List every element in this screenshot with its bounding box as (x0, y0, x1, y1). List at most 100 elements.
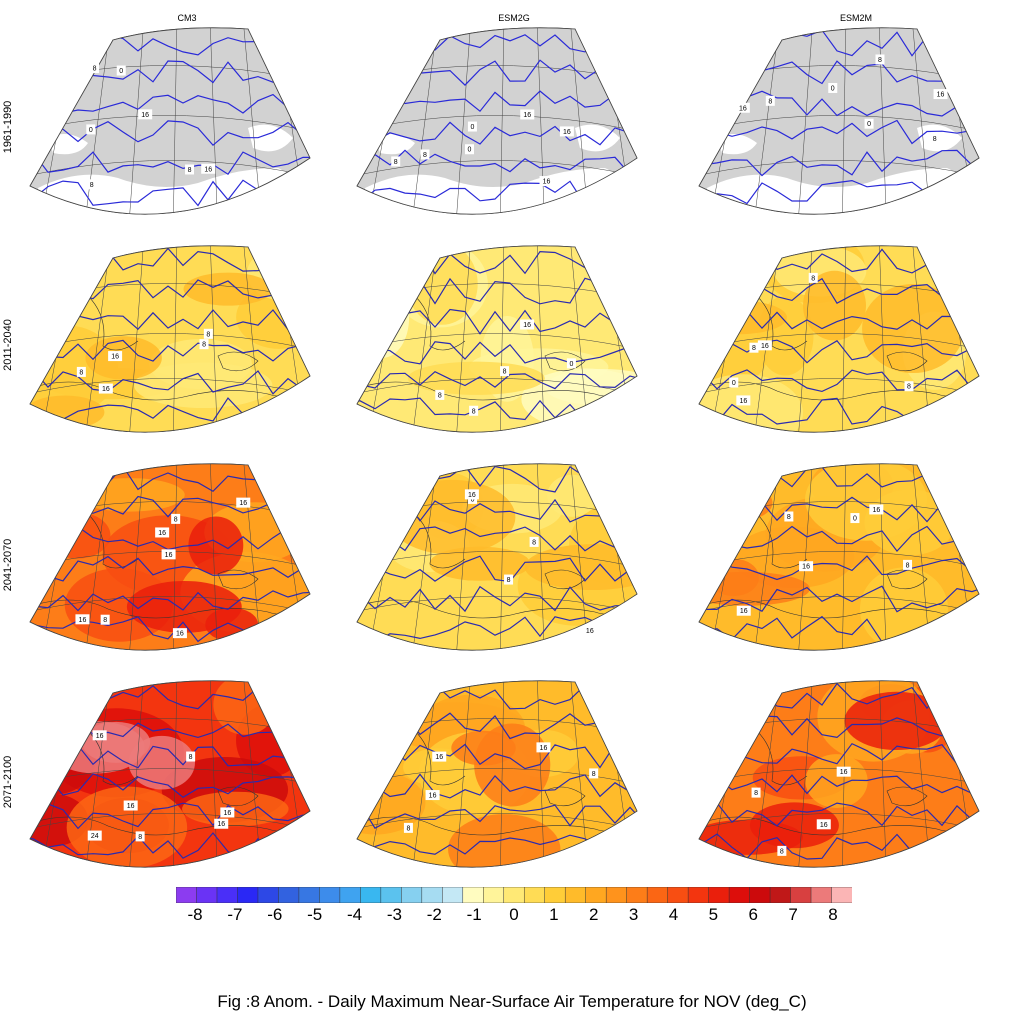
svg-text:8: 8 (933, 136, 937, 143)
contour-label: 8 (589, 768, 599, 779)
svg-text:16: 16 (79, 617, 87, 624)
contour-label: 16 (92, 730, 107, 741)
svg-text:16: 16 (872, 507, 880, 514)
colorbar-swatch (196, 887, 218, 903)
svg-text:8: 8 (79, 369, 83, 376)
colorbar-swatch (503, 887, 525, 903)
svg-text:16: 16 (468, 492, 476, 499)
svg-text:16: 16 (540, 745, 548, 752)
svg-text:8: 8 (93, 66, 97, 73)
map-panel-cm3-2011-2040: 8 8 8 16 16 (18, 236, 318, 456)
svg-text:24: 24 (91, 833, 99, 840)
svg-text:8: 8 (472, 408, 476, 415)
colorbar-swatch (708, 887, 730, 903)
svg-text:8: 8 (768, 98, 772, 105)
svg-text:0: 0 (867, 121, 871, 128)
svg-text:8: 8 (907, 384, 911, 391)
row-label-2041-2070: 2041-2070 (2, 538, 14, 592)
svg-text:0: 0 (470, 124, 474, 131)
svg-text:0: 0 (89, 127, 93, 134)
svg-text:16: 16 (111, 354, 119, 361)
contour-label: 16 (464, 489, 479, 500)
map-panel-cm3-2071-2100: 8 8 16 16 16 16 24 (18, 671, 318, 891)
svg-text:16: 16 (239, 500, 247, 507)
contour-label: 16 (98, 383, 113, 394)
colorbar-swatch (687, 887, 710, 903)
contour-label: 16 (520, 319, 535, 330)
colorbar-swatch (523, 887, 546, 903)
colorbar-swatch (442, 887, 464, 903)
svg-text:16: 16 (802, 564, 810, 571)
colorbar-swatch (585, 887, 607, 903)
contour-label: 8 (186, 751, 196, 762)
contour-label: 16 (736, 605, 751, 616)
svg-text:16: 16 (739, 105, 747, 112)
colorbar-swatch (728, 887, 751, 903)
colorbar-tick-label: 8 (828, 905, 838, 924)
contour-label: 8 (808, 272, 818, 283)
colorbar-swatch (831, 887, 852, 903)
contour-label: 0 (465, 144, 475, 155)
contour-label: 16 (582, 625, 597, 636)
svg-text:8: 8 (406, 825, 410, 832)
contour-label: 0 (864, 118, 874, 129)
svg-text:16: 16 (761, 343, 769, 350)
row-label-1961-1990: 1961-1990 (2, 100, 14, 154)
figure-caption: Fig :8 Anom. - Daily Maximum Near-Surfac… (217, 992, 807, 1011)
map-panel-esm2g-2041-2070: 0 8 8 16 16 (345, 454, 645, 674)
contour-label: 16 (520, 109, 535, 120)
contour-label: 16 (757, 340, 772, 351)
colorbar-swatch (769, 887, 792, 903)
colorbar-swatch (380, 887, 403, 903)
colorbar-swatch (339, 887, 362, 903)
svg-text:8: 8 (878, 57, 882, 64)
svg-text:0: 0 (569, 361, 573, 368)
contour-label: 8 (904, 381, 914, 392)
contour-label: 16 (799, 561, 814, 572)
contour-label: 16 (220, 807, 235, 818)
svg-text:16: 16 (204, 166, 212, 173)
contour-label: 8 (135, 831, 145, 842)
svg-text:8: 8 (438, 392, 442, 399)
contour-label: 0 (828, 82, 838, 93)
contour-label: 0 (116, 65, 126, 76)
map-panel-esm2m-2041-2070: 0 8 8 16 16 16 (687, 454, 987, 674)
contour-label: 8 (529, 536, 539, 547)
colorbar-swatch (605, 887, 628, 903)
colorbar (176, 887, 852, 903)
contour-label: 8 (504, 574, 514, 585)
colorbar-tick-label: 0 (509, 905, 519, 924)
svg-text:8: 8 (811, 275, 815, 282)
colorbar-swatch (564, 887, 587, 903)
colorbar-tick-label: 6 (748, 905, 758, 924)
colorbar-swatch (483, 887, 505, 903)
contour-label: 0 (86, 124, 96, 135)
svg-text:8: 8 (90, 182, 94, 189)
contour-label: 16 (736, 395, 751, 406)
colorbar-tick-label: 7 (788, 905, 798, 924)
colorbar-swatch (646, 887, 669, 903)
contour-label: 0 (566, 358, 576, 369)
colorbar-tick-label: -1 (466, 905, 482, 924)
svg-text:8: 8 (423, 152, 427, 159)
colorbar-tick-label: -7 (227, 905, 243, 924)
svg-text:8: 8 (206, 331, 210, 338)
row-label-2071-2100: 2071-2100 (2, 755, 14, 809)
svg-text:0: 0 (831, 85, 835, 92)
colorbar-swatch (278, 887, 300, 903)
colorbar-tick-label: -8 (187, 905, 203, 924)
map-panel-esm2m-1961-1990: 0 0 8 8 8 16 16 (687, 18, 987, 238)
column-title-esm2g: ESM2G (498, 13, 530, 23)
colorbar-tick-label: 4 (668, 905, 679, 924)
map-panel-esm2g-2071-2100: 8 8 16 16 16 (345, 671, 645, 891)
svg-text:16: 16 (586, 628, 594, 635)
svg-text:16: 16 (563, 129, 571, 136)
map-panel-cm3-2041-2070: 8 8 16 16 16 16 16 (18, 454, 318, 674)
svg-text:8: 8 (103, 617, 107, 624)
contour-label: 8 (903, 559, 913, 570)
contour-label: 8 (435, 389, 445, 400)
svg-text:16: 16 (127, 803, 135, 810)
contour-label: 8 (420, 149, 430, 160)
svg-text:16: 16 (429, 793, 437, 800)
svg-text:16: 16 (158, 530, 166, 537)
